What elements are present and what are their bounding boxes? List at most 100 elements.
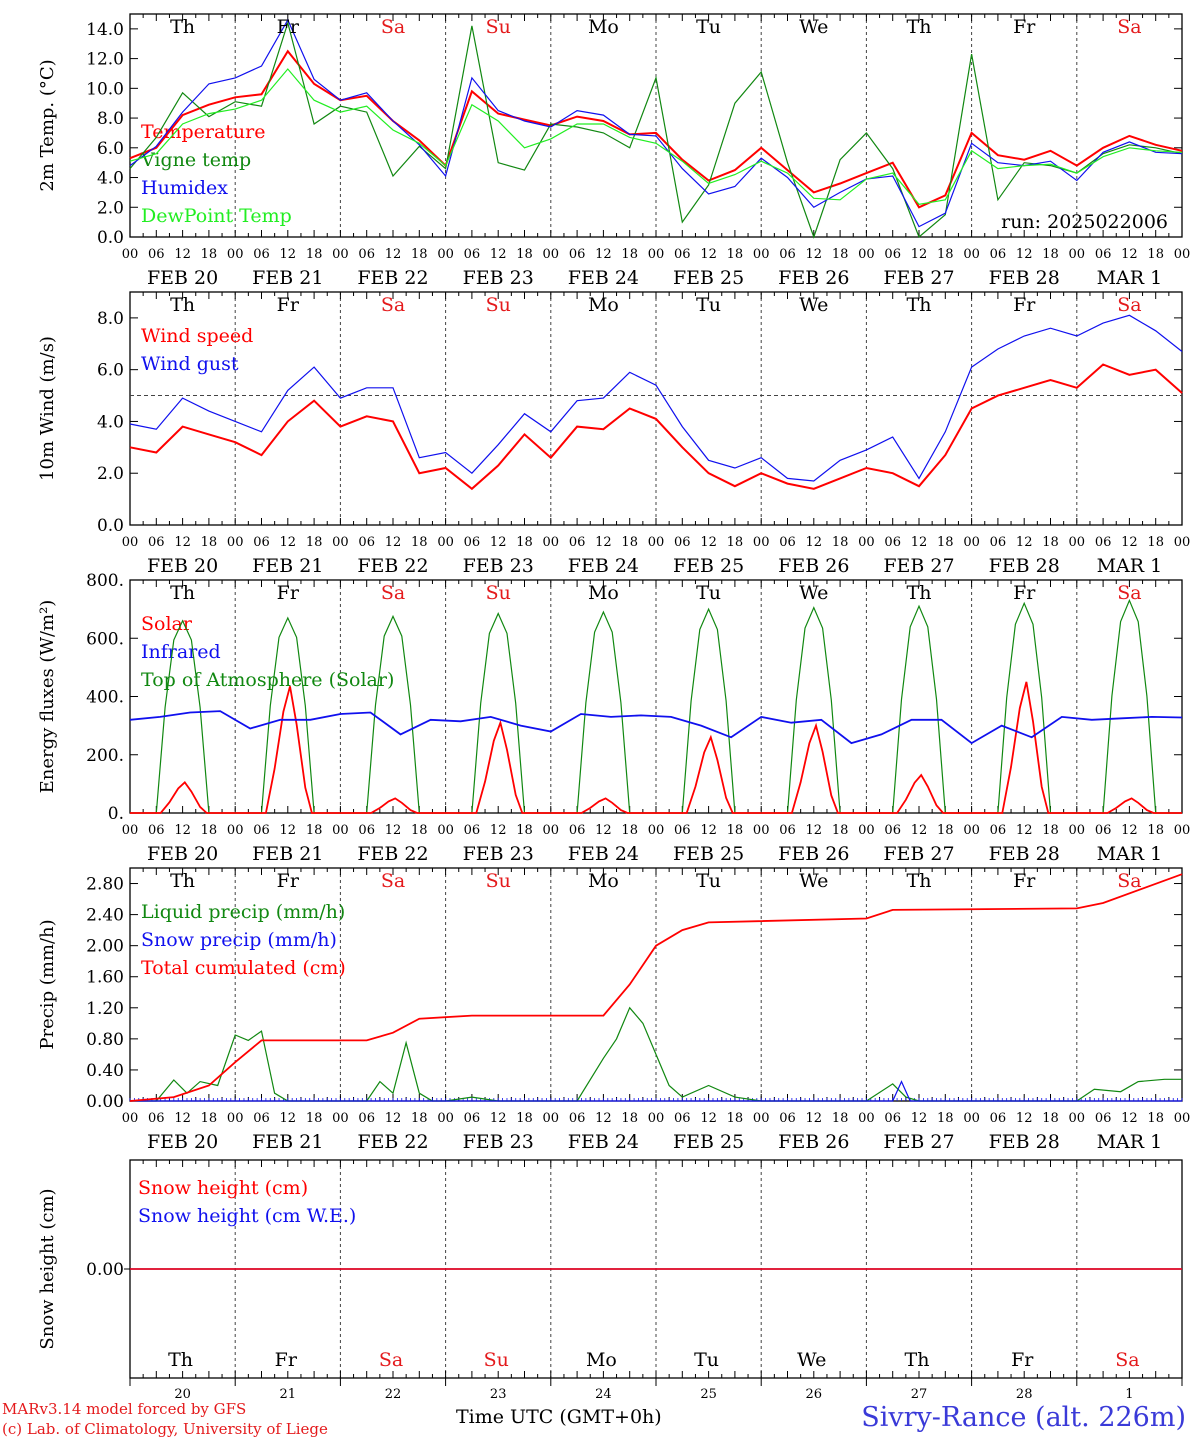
hour-tick-label: 12 (700, 535, 717, 550)
hour-tick-label: 12 (490, 535, 507, 550)
hour-tick-label: 00 (227, 1111, 244, 1126)
hour-tick-label: 06 (464, 823, 481, 838)
series-line (445, 612, 551, 814)
date-label: FEB 28 (989, 267, 1060, 289)
hour-tick-label: 18 (201, 247, 218, 262)
series-line (129, 710, 1183, 745)
hour-tick-label: 06 (674, 247, 691, 262)
hour-tick-label: 00 (753, 823, 770, 838)
panel-frame (129, 13, 1183, 238)
hour-tick-label: 00 (648, 1111, 665, 1126)
hour-tick-label: 12 (385, 535, 402, 550)
station-label: Sivry-Rance (alt. 226m) (861, 1402, 1186, 1433)
weekday-label: Th (905, 1349, 930, 1371)
weekday-label: Fr (1013, 16, 1036, 38)
hour-tick-label: 06 (674, 1111, 691, 1126)
hour-tick-label: 18 (306, 1111, 323, 1126)
hour-tick-label: 00 (1069, 823, 1086, 838)
y-tick-label: 4.0 (97, 412, 124, 432)
hour-tick-label: 00 (122, 1111, 139, 1126)
legend-entry: Liquid precip (mm/h) (141, 901, 345, 923)
hour-tick-label: 12 (911, 823, 928, 838)
weekday-label: Th (907, 294, 932, 316)
hour-tick-label: 00 (227, 823, 244, 838)
hour-tick-label: 00 (1069, 247, 1086, 262)
hour-tick-label: 18 (727, 823, 744, 838)
date-label: FEB 25 (673, 555, 744, 577)
weekday-label: Sa (381, 16, 405, 38)
hour-tick-label: 06 (253, 1111, 270, 1126)
hour-tick-label: 06 (148, 823, 165, 838)
day-number-label: 25 (700, 1387, 717, 1400)
panel-2: 0.0 2.0 4.0 6.0 8.0 10m Wind (m/s) 00 06 12 18 FEB… (37, 291, 1190, 577)
weekday-label: Fr (277, 582, 300, 604)
weekday-label: Sa (1117, 582, 1141, 604)
date-label: FEB 21 (252, 1131, 323, 1153)
legend-entry: Solar (141, 613, 193, 635)
y-tick-label: 1.60 (86, 968, 124, 988)
series-line (129, 49, 1183, 209)
hour-tick-label: 06 (464, 1111, 481, 1126)
day-number-label: 21 (280, 1387, 297, 1400)
y-axis-label: Precip (mm/h) (37, 919, 58, 1049)
date-label: FEB 23 (463, 267, 534, 289)
hour-tick-label: 00 (858, 1111, 875, 1126)
hour-tick-label: 00 (648, 247, 665, 262)
date-label: FEB 26 (778, 555, 849, 577)
hour-tick-label: 00 (1069, 535, 1086, 550)
hour-tick-label: 18 (1147, 823, 1164, 838)
hour-tick-label: 06 (884, 535, 901, 550)
model-caption: MARv3.14 model forced by GFS (2, 1400, 247, 1418)
date-label: FEB 28 (989, 555, 1060, 577)
series-line (129, 363, 1183, 491)
hour-tick-label: 18 (411, 1111, 428, 1126)
date-label: MAR 1 (1097, 1131, 1163, 1153)
hour-tick-label: 18 (727, 1111, 744, 1126)
legend-entry: Snow height (cm W.E.) (138, 1205, 356, 1227)
weekday-label: Th (168, 1349, 193, 1371)
day-number-label: 24 (595, 1387, 612, 1400)
date-label: FEB 21 (252, 267, 323, 289)
series-line (866, 604, 972, 814)
hour-tick-label: 18 (727, 535, 744, 550)
weekday-label: Tu (696, 16, 721, 38)
day-number-label: 27 (911, 1387, 928, 1400)
weekday-label: Th (170, 582, 195, 604)
hour-tick-label: 06 (569, 1111, 586, 1126)
weekday-label: We (799, 870, 828, 892)
hour-tick-label: 18 (1042, 247, 1059, 262)
weekday-label: Mo (588, 16, 619, 38)
y-tick-label: 0.40 (86, 1061, 124, 1081)
y-tick-label: 2.0 (97, 198, 124, 218)
hour-tick-label: 12 (280, 823, 297, 838)
date-label: FEB 21 (252, 843, 323, 865)
series-line (761, 606, 867, 814)
weekday-label: Sa (1117, 294, 1141, 316)
hour-tick-label: 00 (543, 823, 560, 838)
panel-4: 0.00 0.40 0.80 1.20 1.60 2.00 2.40 2.80 Precip (… (37, 867, 1190, 1153)
series-line (130, 619, 236, 814)
date-label: FEB 27 (883, 843, 954, 865)
hour-tick-label: 18 (1147, 247, 1164, 262)
hour-tick-label: 12 (911, 247, 928, 262)
hour-tick-label: 06 (779, 1111, 796, 1126)
hour-tick-label: 06 (358, 823, 375, 838)
hour-tick-label: 00 (963, 823, 980, 838)
hour-tick-label: 06 (779, 823, 796, 838)
hour-tick-label: 00 (543, 247, 560, 262)
hour-tick-label: 18 (937, 823, 954, 838)
date-label: FEB 20 (147, 843, 218, 865)
hour-tick-label: 00 (753, 535, 770, 550)
weekday-label: Fr (277, 294, 300, 316)
hour-tick-label: 00 (543, 535, 560, 550)
hour-tick-label: 06 (148, 1111, 165, 1126)
series-line (1076, 797, 1182, 814)
weekday-label: Su (484, 1349, 509, 1371)
y-axis-label: Snow height (cm) (37, 1188, 58, 1349)
weekday-label: We (797, 1349, 826, 1371)
hour-tick-label: 12 (385, 823, 402, 838)
hour-tick-label: 06 (358, 247, 375, 262)
hour-tick-label: 00 (437, 823, 454, 838)
hour-tick-label: 12 (806, 535, 823, 550)
hour-tick-label: 18 (1147, 535, 1164, 550)
